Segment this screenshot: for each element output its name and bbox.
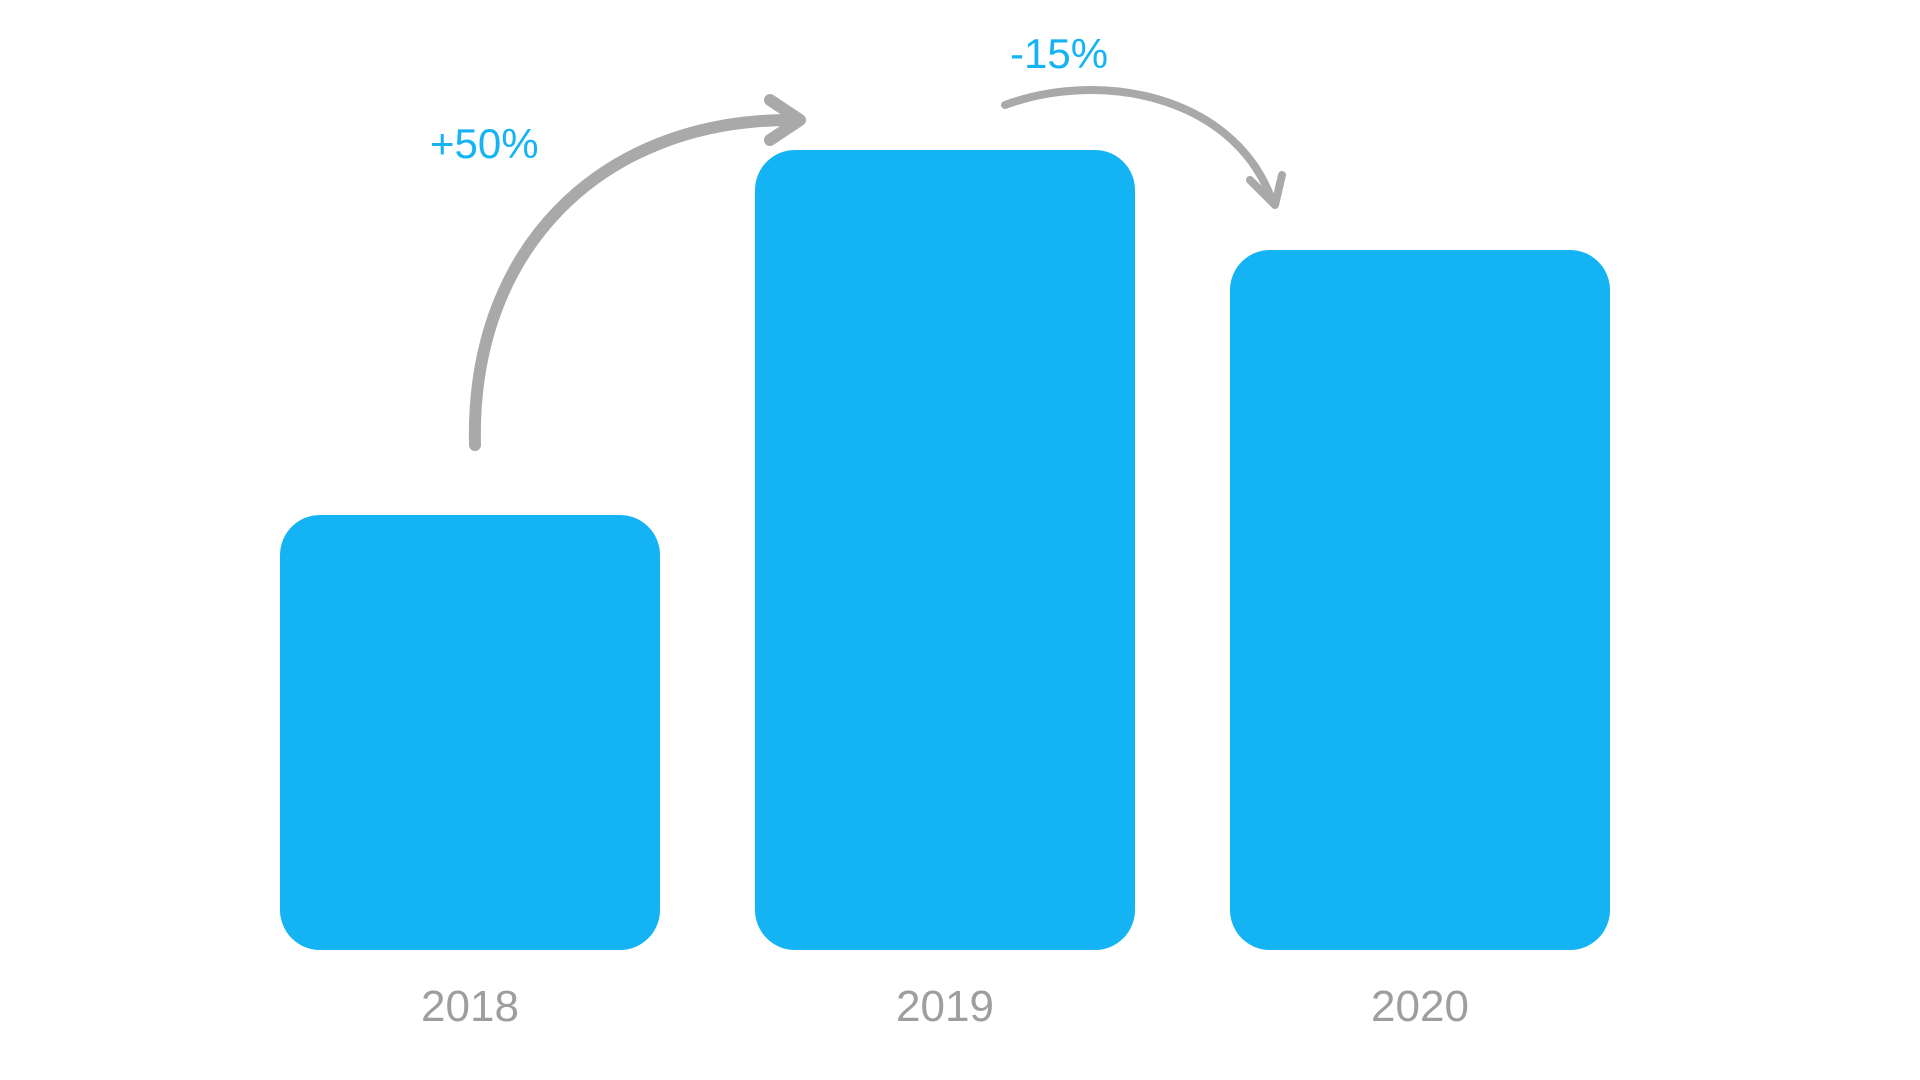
category-label-2019: 2019 [896, 982, 994, 1032]
category-label-2018: 2018 [421, 982, 519, 1032]
bar-2019 [755, 150, 1135, 950]
chart-stage: 2018 2019 2020 +50% -15% [0, 0, 1920, 1080]
bar-2018 [280, 515, 660, 950]
change-label-1: -15% [1010, 30, 1108, 78]
category-label-2020: 2020 [1371, 982, 1469, 1032]
change-label-0: +50% [430, 120, 539, 168]
bar-2020 [1230, 250, 1610, 950]
